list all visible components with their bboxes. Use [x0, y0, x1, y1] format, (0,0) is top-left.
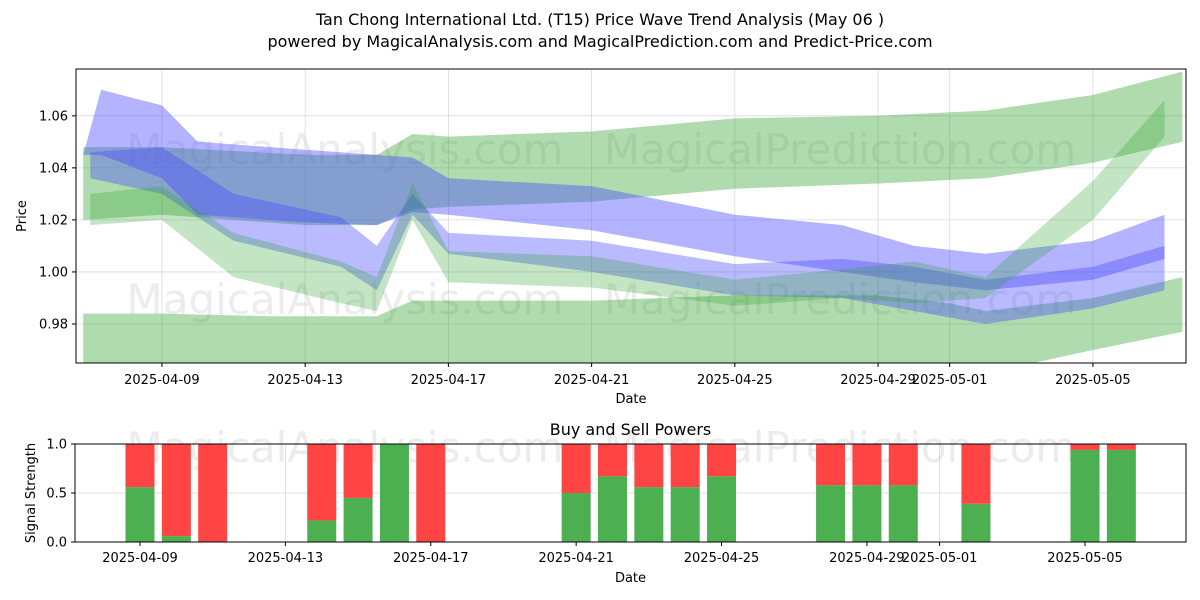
top-y-tick-label: 1.02: [39, 213, 68, 228]
price-band-green: [83, 71, 1183, 226]
sell-bar: [561, 444, 591, 493]
chart-title: Tan Chong International Ltd. (T15) Price…: [0, 9, 1200, 53]
buy-bar: [816, 485, 846, 542]
top-y-tick-label: 1.06: [39, 109, 68, 124]
top-y-tick-label: 1.00: [39, 265, 68, 280]
price-band-blue: [90, 147, 1165, 324]
price-bands: [83, 71, 1183, 363]
sell-bar: [161, 444, 191, 537]
buy-bar: [598, 476, 627, 542]
top-y-tick-label: 1.04: [39, 161, 68, 176]
bottom-x-tick-label: 2025-04-17: [393, 551, 469, 566]
bottom-y-tick-label: 0.5: [46, 487, 67, 502]
buy-sell-powers-plot: MagicalAnalysis.comMagicalPrediction.com…: [24, 420, 1187, 586]
bottom-y-tick-label: 0.0: [46, 536, 67, 551]
buy-bar: [888, 485, 918, 542]
bottom-x-tick-label: 2025-04-21: [538, 551, 614, 566]
sell-bar: [416, 444, 446, 542]
bottom-chart-title: Buy and Sell Powers: [550, 420, 712, 439]
sell-bar: [598, 444, 627, 477]
sell-bar: [888, 444, 918, 486]
sell-bar: [634, 444, 664, 488]
bottom-x-tick-label: 2025-05-05: [1047, 551, 1123, 566]
top-x-tick-label: 2025-04-09: [124, 373, 200, 388]
price-band-green: [90, 100, 1165, 311]
watermark-text: MagicalAnalysis.com: [127, 275, 564, 324]
sell-bar: [198, 444, 228, 542]
top-y-tick-label: 0.98: [39, 317, 68, 332]
sell-bar: [343, 444, 373, 498]
sell-bar: [707, 444, 737, 477]
buy-bar: [561, 493, 591, 542]
chart-title-line2: powered by MagicalAnalysis.com and Magic…: [267, 32, 933, 51]
bottom-x-axis-label: Date: [615, 571, 646, 586]
watermark-text: MagicalPrediction.com: [604, 125, 1077, 174]
top-x-axis-label: Date: [615, 392, 646, 407]
top-plot-frame: [75, 68, 1187, 364]
top-x-tick-label: 2025-04-21: [554, 373, 630, 388]
sell-bar: [816, 444, 846, 486]
top-x-tick-label: 2025-04-25: [697, 373, 773, 388]
bottom-y-axis-label: Signal Strength: [24, 443, 39, 543]
price-wave-plot: MagicalAnalysis.com MagicalPrediction.com…: [15, 68, 1187, 407]
bottom-x-tick-label: 2025-04-13: [248, 551, 324, 566]
watermark-text: MagicalPrediction.com: [604, 275, 1077, 324]
bottom-x-tick-label: 2025-04-29: [829, 551, 905, 566]
sell-bar: [961, 444, 991, 504]
top-x-tick-label: 2025-04-13: [267, 373, 343, 388]
buy-bar: [670, 487, 700, 542]
sell-bar: [125, 444, 155, 488]
top-x-tick-label: 2025-05-01: [912, 373, 988, 388]
buy-bar: [343, 497, 373, 542]
top-x-tick-label: 2025-05-05: [1055, 373, 1131, 388]
top-x-tick-label: 2025-04-29: [840, 373, 916, 388]
watermark-text: MagicalAnalysis.com: [127, 125, 564, 174]
bottom-x-tick-label: 2025-04-25: [684, 551, 760, 566]
buy-bar: [634, 487, 664, 542]
top-y-axis-label: Price: [15, 200, 30, 232]
buy-bar: [161, 536, 191, 542]
top-x-tick-label: 2025-04-17: [411, 373, 487, 388]
buy-bar: [852, 485, 882, 542]
buy-bar: [379, 444, 409, 542]
bottom-y-tick-label: 1.0: [46, 438, 67, 453]
buy-bar: [125, 487, 155, 542]
bottom-x-tick-label: 2025-05-01: [902, 551, 978, 566]
buy-bar: [707, 476, 737, 542]
sell-bar: [1070, 444, 1100, 450]
buy-bar: [1070, 449, 1100, 542]
buy-bar: [961, 503, 991, 542]
chart-title-line1: Tan Chong International Ltd. (T15) Price…: [315, 10, 885, 29]
buy-bar: [307, 520, 337, 542]
buy-bar: [1106, 449, 1136, 542]
sell-bar: [1106, 444, 1136, 450]
sell-bar: [307, 444, 337, 521]
price-band-green: [83, 277, 1183, 363]
price-band-blue: [83, 89, 1165, 291]
sell-bar: [670, 444, 700, 488]
bottom-x-tick-label: 2025-04-09: [102, 551, 178, 566]
sell-bar: [852, 444, 882, 486]
